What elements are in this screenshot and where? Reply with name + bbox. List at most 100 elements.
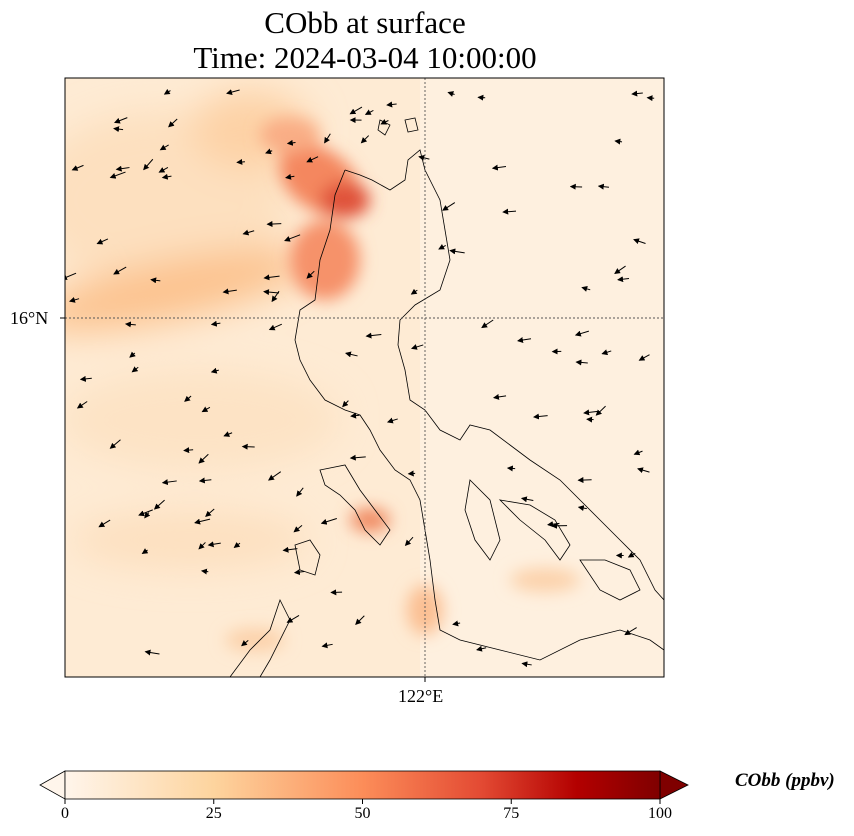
wind-arrow	[198, 453, 209, 464]
wind-arrow	[144, 511, 151, 519]
wind-arrow	[161, 173, 172, 180]
colorbar-tick-label: 75	[503, 805, 520, 822]
wind-arrow	[223, 431, 233, 437]
wind-arrow	[614, 138, 623, 145]
lon-tick-label: 122°E	[398, 686, 444, 706]
wind-arrow	[153, 499, 165, 510]
wind-arrow	[131, 366, 139, 373]
wind-arrow	[521, 661, 532, 668]
wind-arrow	[161, 479, 177, 486]
wind-arrow	[124, 321, 136, 328]
wind-arrow	[575, 359, 588, 366]
wind-vectors	[65, 88, 655, 668]
wind-arrow	[577, 505, 587, 512]
wind-arrow	[386, 101, 397, 108]
wind-arrow	[633, 238, 646, 245]
wind-arrow	[306, 156, 319, 163]
wind-arrow	[617, 276, 630, 283]
wind-arrow	[282, 546, 298, 553]
wind-arrow	[624, 627, 637, 636]
wind-arrow	[492, 393, 507, 400]
wind-arrow	[633, 449, 643, 456]
wind-arrow	[205, 508, 215, 517]
wind-arrow	[438, 244, 446, 250]
map-frame	[64, 77, 665, 678]
colorbar-min-extend	[39, 770, 66, 800]
wind-arrow	[242, 229, 255, 236]
wind-arrow	[284, 234, 301, 242]
wind-arrow	[597, 183, 610, 190]
wind-arrow	[198, 477, 212, 484]
wind-arrow	[98, 519, 111, 528]
wind-arrow	[163, 88, 171, 95]
wind-arrow	[452, 620, 461, 627]
wind-arrow	[502, 208, 517, 215]
wind-arrow	[158, 167, 169, 173]
wind-arrow	[581, 286, 591, 292]
wind-arrow	[271, 290, 280, 303]
wind-arrow	[210, 320, 221, 327]
lat-tick-label: 16°N	[10, 308, 49, 328]
wind-arrow	[520, 496, 534, 503]
wind-arrow	[350, 412, 360, 419]
wind-arrow	[233, 542, 241, 549]
wind-arrow	[285, 173, 295, 180]
wind-arrow	[263, 289, 280, 296]
colorbar-tick-label: 25	[205, 805, 222, 822]
wind-arrow	[349, 454, 366, 461]
wind-arrow	[342, 400, 349, 408]
colorbar-tick-label: 100	[648, 805, 672, 822]
wind-arrow	[627, 551, 636, 558]
wind-arrow	[141, 548, 149, 554]
wind-arrow	[296, 487, 304, 497]
wind-arrow	[265, 148, 273, 155]
wind-arrow	[638, 354, 650, 361]
wind-arrow	[481, 319, 494, 329]
wind-arrow	[321, 642, 333, 649]
wind-arrow	[517, 337, 532, 343]
colorbar-tick-label: 50	[354, 805, 371, 822]
wind-arrow	[222, 288, 237, 295]
wind-arrow	[263, 274, 280, 281]
wind-arrow	[159, 144, 169, 151]
wind-arrow	[207, 541, 221, 548]
wind-arrow	[168, 118, 178, 128]
wind-arrow	[614, 265, 626, 275]
colorbar-label: CObb (ppbv)	[735, 770, 835, 791]
wind-arrow	[115, 165, 130, 172]
wind-arrow	[506, 465, 516, 472]
wind-arrow	[344, 351, 358, 358]
wind-arrow	[201, 406, 211, 413]
wind-arrow	[365, 332, 382, 339]
wind-arrow	[286, 139, 296, 146]
wind-arrow	[320, 518, 337, 525]
wind-arrow	[324, 133, 331, 144]
wind-arrow	[360, 135, 370, 144]
wind-arrow	[183, 447, 194, 454]
wind-arrow	[386, 417, 398, 424]
wind-arrow	[410, 288, 418, 295]
wind-arrow	[236, 158, 245, 165]
wind-arrow	[646, 95, 655, 102]
wind-arrow	[442, 202, 456, 211]
wind-arrow	[547, 521, 560, 528]
wind-arrow	[364, 109, 374, 115]
wind-arrow	[286, 615, 300, 623]
wind-arrow	[407, 470, 416, 477]
wind-arrow	[418, 154, 430, 161]
wind-arrow	[113, 126, 124, 133]
wind-arrow	[574, 330, 589, 337]
plot-title: CObb at surface	[264, 5, 466, 40]
wind-arrow	[637, 467, 650, 474]
wind-arrow	[447, 91, 455, 97]
wind-arrow	[601, 349, 612, 356]
wind-arrow	[109, 171, 126, 179]
wind-arrow	[355, 615, 365, 626]
wind-arrow	[113, 266, 127, 275]
wind-arrow	[184, 395, 192, 402]
wind-arrow	[476, 645, 487, 652]
wind-arrow	[268, 323, 282, 331]
concentration-field	[65, 78, 664, 677]
colorbar-tick-label: 0	[61, 805, 69, 822]
wind-arrow	[293, 524, 303, 533]
